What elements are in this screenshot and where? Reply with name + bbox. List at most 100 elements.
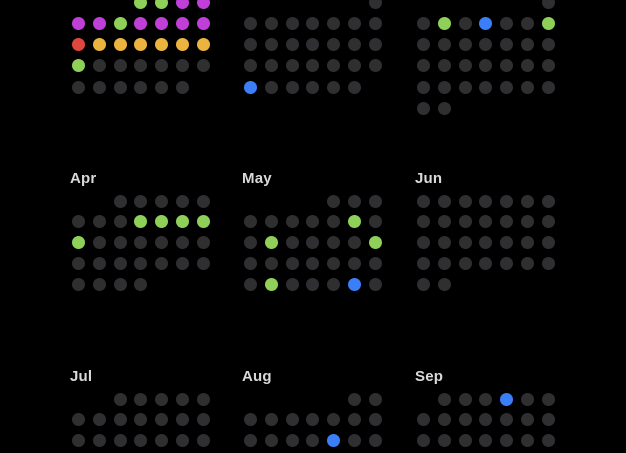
day-dot[interactable] (72, 80, 85, 94)
day-dot[interactable] (368, 215, 382, 229)
day-dot[interactable] (437, 236, 451, 249)
day-dot[interactable] (134, 277, 148, 291)
day-dot[interactable] (327, 38, 340, 52)
day-dot[interactable] (155, 434, 168, 447)
day-dot[interactable] (92, 38, 106, 52)
day-dot[interactable] (244, 413, 257, 427)
day-dot[interactable] (134, 16, 148, 30)
day-dot[interactable] (368, 236, 382, 249)
day-dot[interactable] (437, 194, 451, 208)
day-dot[interactable] (368, 194, 382, 208)
day-dot[interactable] (113, 236, 127, 249)
day-dot[interactable] (479, 16, 493, 30)
day-dot[interactable] (520, 80, 534, 94)
day-dot[interactable] (479, 434, 493, 447)
day-dot[interactable] (196, 0, 210, 9)
day-dot[interactable] (175, 236, 189, 249)
day-dot[interactable] (155, 16, 168, 30)
day-dot[interactable] (347, 434, 361, 447)
day-dot[interactable] (479, 256, 493, 270)
day-dot[interactable] (541, 215, 555, 229)
day-dot[interactable] (541, 80, 555, 94)
day-dot[interactable] (347, 256, 361, 270)
day-dot[interactable] (244, 16, 257, 30)
day-dot[interactable] (479, 194, 493, 208)
day-dot[interactable] (92, 236, 106, 249)
day-dot[interactable] (500, 194, 513, 208)
day-dot[interactable] (175, 38, 189, 52)
day-dot[interactable] (347, 277, 361, 291)
day-dot[interactable] (113, 215, 127, 229)
day-dot[interactable] (72, 236, 85, 249)
day-dot[interactable] (244, 277, 257, 291)
day-dot[interactable] (175, 392, 189, 406)
day-dot[interactable] (417, 16, 430, 30)
day-dot[interactable] (72, 38, 85, 52)
day-dot[interactable] (113, 256, 127, 270)
day-dot[interactable] (327, 413, 340, 427)
day-dot[interactable] (520, 59, 534, 73)
day-dot[interactable] (113, 392, 127, 406)
day-dot[interactable] (244, 80, 257, 94)
day-dot[interactable] (368, 256, 382, 270)
day-dot[interactable] (155, 392, 168, 406)
day-dot[interactable] (368, 16, 382, 30)
day-dot[interactable] (368, 0, 382, 9)
day-dot[interactable] (175, 80, 189, 94)
day-dot[interactable] (306, 434, 320, 447)
day-dot[interactable] (437, 277, 451, 291)
day-dot[interactable] (327, 256, 340, 270)
day-dot[interactable] (196, 194, 210, 208)
day-dot[interactable] (347, 59, 361, 73)
day-dot[interactable] (175, 434, 189, 447)
day-dot[interactable] (520, 38, 534, 52)
day-dot[interactable] (134, 256, 148, 270)
day-dot[interactable] (196, 413, 210, 427)
day-dot[interactable] (134, 38, 148, 52)
day-dot[interactable] (541, 236, 555, 249)
day-dot[interactable] (285, 277, 299, 291)
day-dot[interactable] (306, 236, 320, 249)
day-dot[interactable] (264, 277, 278, 291)
day-dot[interactable] (417, 102, 430, 115)
day-dot[interactable] (92, 80, 106, 94)
day-dot[interactable] (368, 413, 382, 427)
day-dot[interactable] (92, 59, 106, 73)
day-dot[interactable] (72, 16, 85, 30)
day-dot[interactable] (479, 38, 493, 52)
day-dot[interactable] (285, 38, 299, 52)
day-dot[interactable] (196, 392, 210, 406)
day-dot[interactable] (175, 59, 189, 73)
day-dot[interactable] (134, 413, 148, 427)
day-dot[interactable] (113, 80, 127, 94)
day-dot[interactable] (264, 256, 278, 270)
day-dot[interactable] (306, 413, 320, 427)
day-dot[interactable] (92, 413, 106, 427)
day-dot[interactable] (437, 256, 451, 270)
day-dot[interactable] (306, 80, 320, 94)
day-dot[interactable] (437, 102, 451, 115)
day-dot[interactable] (327, 194, 340, 208)
day-dot[interactable] (72, 59, 85, 73)
day-dot[interactable] (541, 434, 555, 447)
day-dot[interactable] (500, 80, 513, 94)
day-dot[interactable] (244, 59, 257, 73)
day-dot[interactable] (520, 16, 534, 30)
day-dot[interactable] (264, 413, 278, 427)
day-dot[interactable] (347, 38, 361, 52)
day-dot[interactable] (306, 277, 320, 291)
day-dot[interactable] (368, 392, 382, 406)
day-dot[interactable] (155, 236, 168, 249)
day-dot[interactable] (479, 59, 493, 73)
day-dot[interactable] (196, 434, 210, 447)
day-dot[interactable] (541, 16, 555, 30)
day-dot[interactable] (327, 215, 340, 229)
day-dot[interactable] (458, 59, 472, 73)
day-dot[interactable] (264, 59, 278, 73)
day-dot[interactable] (134, 392, 148, 406)
day-dot[interactable] (134, 236, 148, 249)
day-dot[interactable] (500, 16, 513, 30)
day-dot[interactable] (196, 59, 210, 73)
day-dot[interactable] (92, 434, 106, 447)
day-dot[interactable] (113, 16, 127, 30)
